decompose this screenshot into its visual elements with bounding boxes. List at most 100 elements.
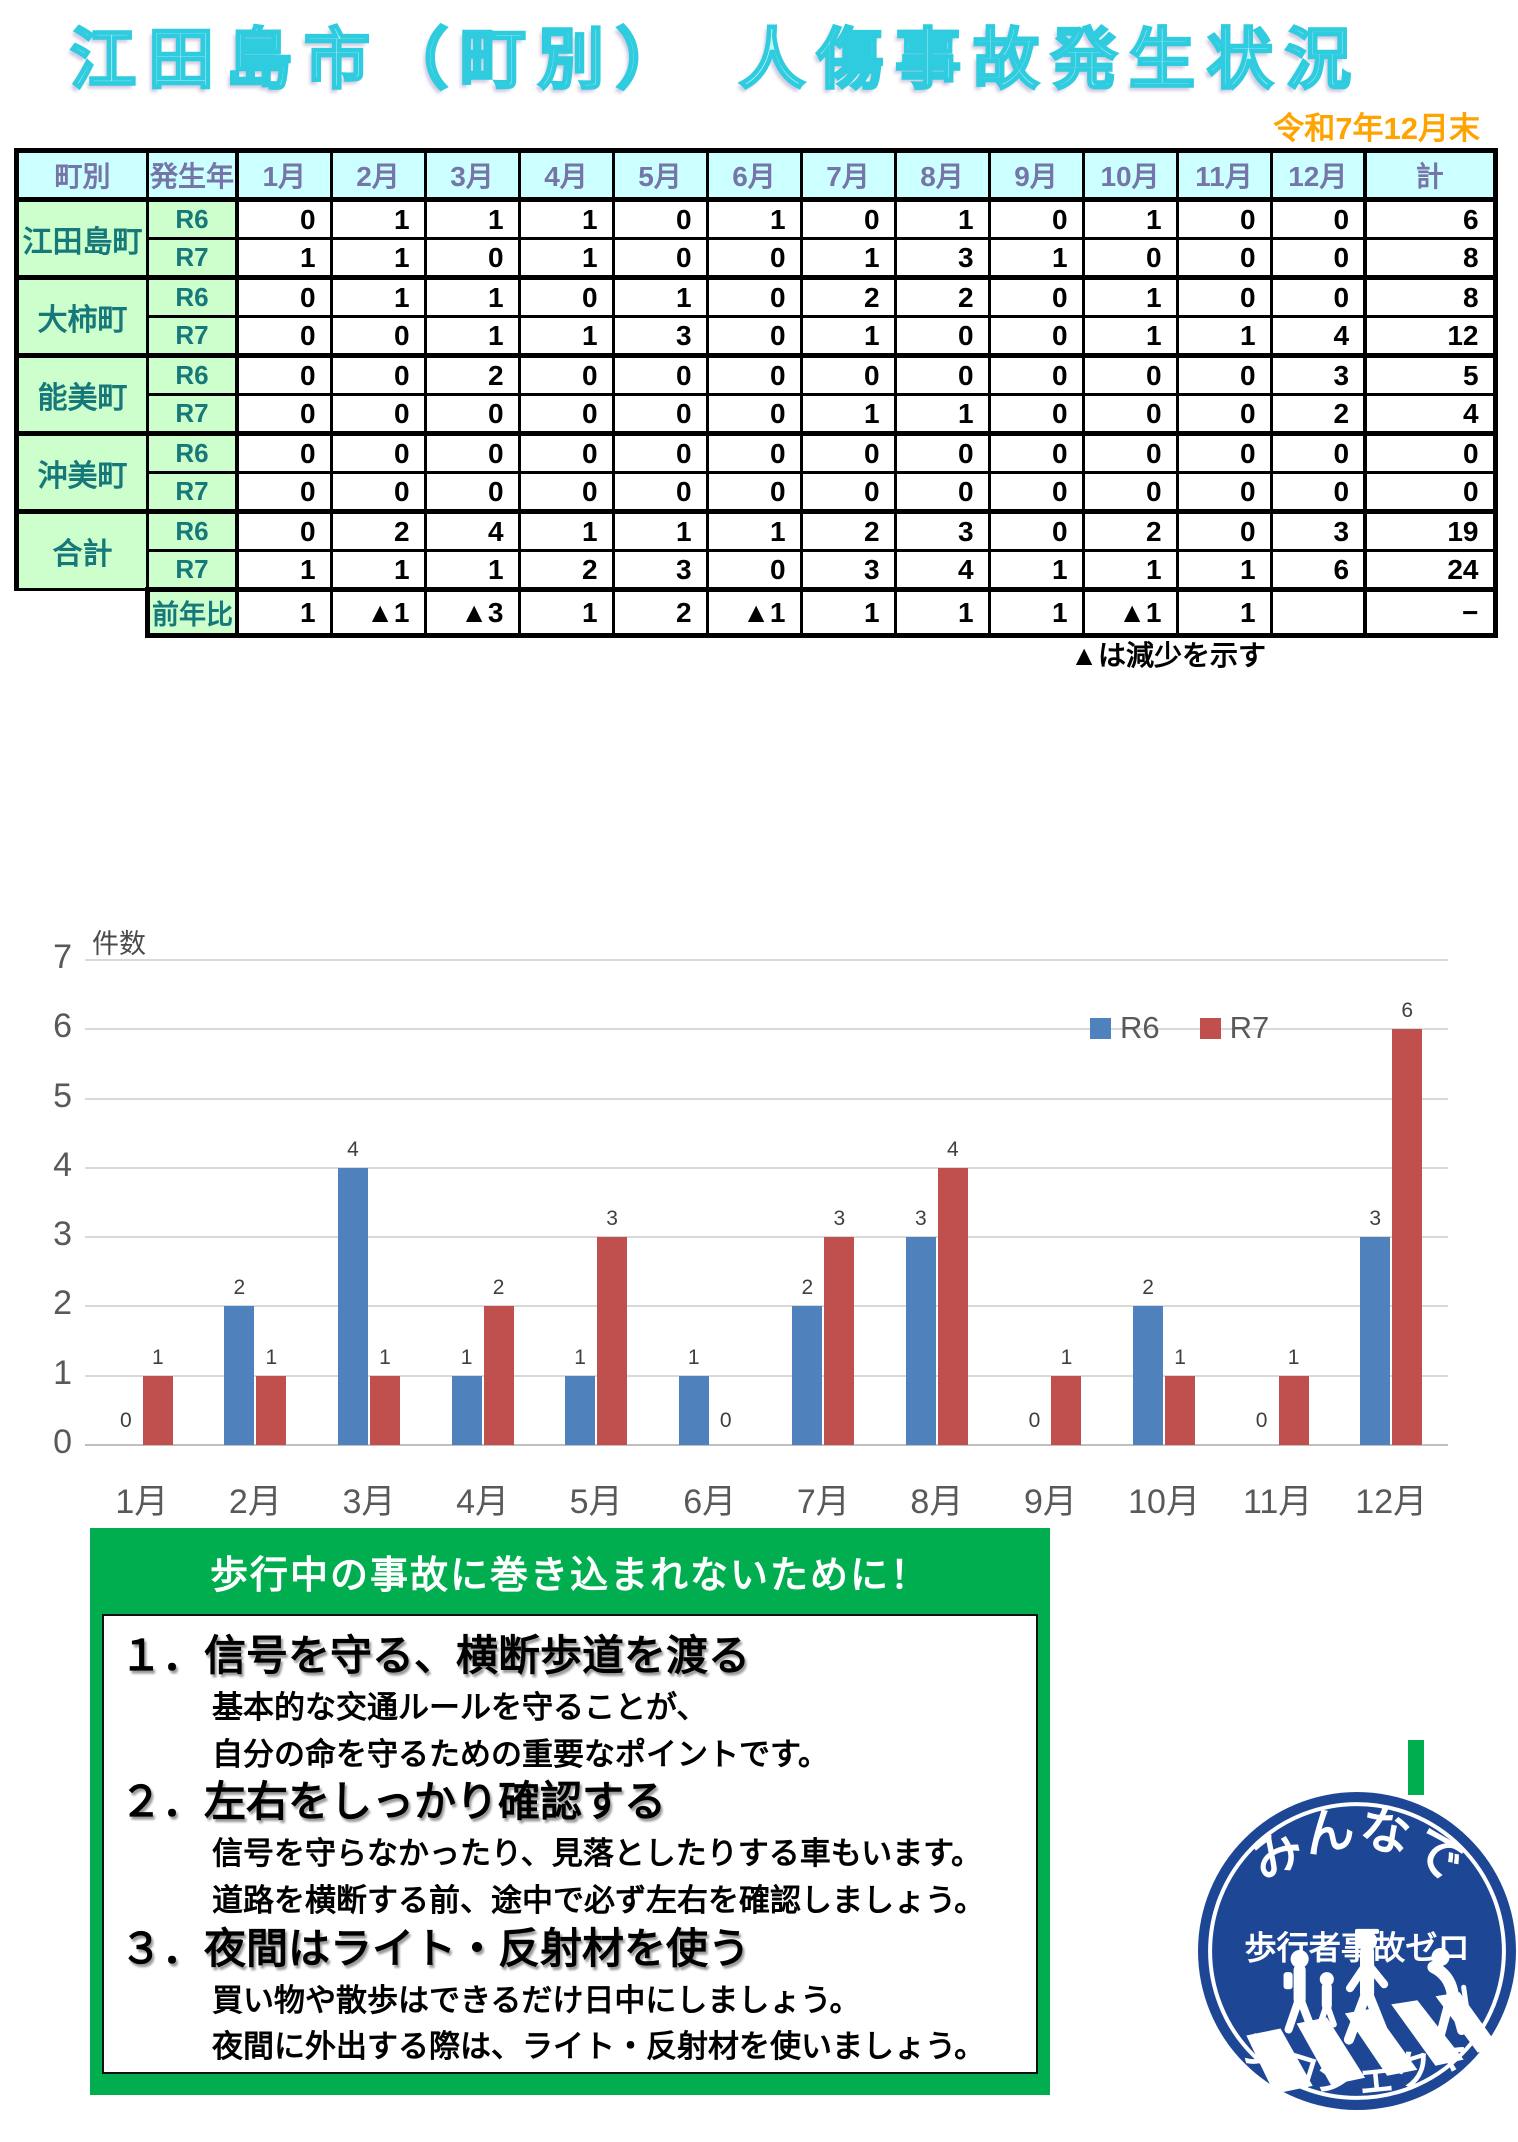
town-label: 能美町 [14,353,149,435]
month-value-cell: 1 [423,549,521,592]
month-value-cell: 0 [235,393,333,435]
table-row: R7 0 0 1 1 3 0 1 0 0 1 1 4 12 [17,315,1498,357]
bar-r6 [565,1375,596,1445]
year-label: R6 [146,197,239,240]
gridline [85,959,1448,961]
month-value-cell: 0 [893,431,991,474]
pedestrian-figures-icon [1283,1928,1474,2045]
y-axis-tick: 5 [53,1076,72,1115]
year-label: R7 [146,393,239,435]
table-footnote: ▲は減少を示す [1070,640,1266,671]
month-value-cell: 1 [1175,315,1273,357]
table-row: 大柿町 R6 0 1 1 0 1 0 2 2 0 1 0 0 8 [14,275,1498,357]
bar-value-label: 4 [347,1137,359,1161]
month-value-cell: 1 [517,315,615,357]
total-cell: 24 [1363,549,1498,592]
bar-value-label: 0 [1255,1409,1268,1432]
month-value-cell: 0 [1081,431,1179,474]
bar-r6 [1133,1306,1164,1445]
column-header: 発生年 [146,148,239,202]
month-value-cell: 0 [705,275,803,318]
month-value-cell: 0 [611,353,709,396]
month-value-cell: 0 [1175,431,1273,474]
tip-line: 夜間に外出する際は、ライト・反射材を使いましょう。 [212,2029,986,2065]
y-axis-tick: 2 [53,1284,72,1323]
tip-line: 買い物や散歩はできるだけ日中にしましょう。 [212,1982,861,2018]
year-label: R7 [146,237,239,279]
year-label: R6 [146,353,239,396]
table-row: 江田島町 R6 0 1 1 1 0 1 0 1 0 1 0 0 6 [14,197,1498,279]
page-title: 江田島市（町別） 人傷事故発生状況 [69,21,1363,98]
bar-value-label: 2 [1142,1276,1154,1300]
year-label: R7 [146,549,239,592]
month-value-cell: 1 [799,237,897,279]
bar-value-label: 2 [233,1276,246,1300]
table-header-row: 町別 発生年 1月 2月 3月 4月 5月 6月 7月 8月 9月 10月 11月 12月計 [14,148,1498,202]
month-value-cell: 2 [517,549,615,592]
month-value-cell: 0 [705,237,803,279]
bar-value-label: 1 [1287,1345,1300,1369]
month-value-cell: 0 [1081,393,1179,435]
tip-line: 基本的な交通ルールを守ることが、 [212,1690,708,1726]
yoy-value-cell: 1 [1175,588,1273,638]
bar-value-label: 2 [492,1276,505,1300]
year-label: R6 [146,509,239,552]
bar-value-label: 1 [574,1345,586,1369]
year-label: R7 [146,471,239,513]
y-axis-title: 件数 [92,929,146,959]
yoy-value-cell: ▲1 [705,588,803,638]
month-value-cell: 0 [1175,353,1273,396]
month-value-cell: 6 [1269,549,1367,592]
month-value-cell: 0 [1269,197,1367,240]
column-header: 6月 [705,148,803,202]
month-value-cell: 1 [1081,197,1179,240]
yoy-value-cell: ▲3 [423,588,521,638]
month-value-cell: 0 [1081,471,1179,513]
month-value-cell: 1 [987,237,1085,279]
tip-line: 道路を横断する前、途中で必ず左右を確認しましょう。 [212,1882,986,1918]
month-value-cell: 4 [1269,315,1367,357]
x-axis-label: 7月 [796,1483,850,1521]
month-value-cell: 2 [1269,393,1367,435]
yoy-row-label: 前年比 [145,588,239,638]
month-value-cell: 0 [235,431,333,474]
yoy-total-cell: − [1363,588,1498,638]
yoy-row: 前年比 1 ▲1 ▲3 1 2 ▲1 1 1 1 ▲1 1− [16,588,1498,638]
column-header: 4月 [517,148,615,202]
month-value-cell: 1 [423,315,521,357]
month-value-cell: 1 [329,549,427,592]
pedestrian-zero-project-logo: みんなで 歩行者事故ゼロ [1198,1792,1516,2110]
month-value-cell: 0 [329,393,427,435]
month-value-cell: 1 [329,197,427,240]
month-value-cell: 1 [611,509,709,552]
x-axis-label: 5月 [569,1483,623,1521]
bar-value-label: 0 [119,1409,132,1432]
bar-r6 [792,1306,823,1445]
month-value-cell: 0 [987,275,1085,318]
x-axis-label: 10月 [1128,1483,1200,1521]
month-value-cell: 0 [423,393,521,435]
month-value-cell: 0 [705,431,803,474]
month-value-cell: 0 [799,353,897,396]
month-value-cell: 0 [799,471,897,513]
table-row: 能美町 R6 0 0 2 0 0 0 0 0 0 0 0 3 5 [14,353,1498,435]
town-label: 合計 [14,509,149,591]
month-value-cell: 0 [893,315,991,357]
x-axis-label: 2月 [228,1483,282,1521]
month-value-cell: 0 [1081,353,1179,396]
month-value-cell: 1 [799,315,897,357]
gridline [85,1374,1448,1377]
bar-value-label: 4 [947,1137,959,1161]
month-value-cell: 3 [611,315,709,357]
legend-swatch [1199,1017,1221,1039]
yoy-value-cell: 1 [987,588,1085,638]
x-axis-label: 12月 [1355,1483,1428,1521]
y-axis-tick: 7 [53,938,72,976]
yoy-value-cell: 2 [611,588,709,638]
gridline [85,1166,1448,1169]
bar-r7 [142,1375,173,1445]
legend-item: R6 [1090,1010,1160,1046]
bar-r6 [224,1306,255,1445]
tip-heading: １．信号を守る、横断歩道を渡る [120,1632,751,1679]
bar-value-label: 3 [833,1207,846,1231]
